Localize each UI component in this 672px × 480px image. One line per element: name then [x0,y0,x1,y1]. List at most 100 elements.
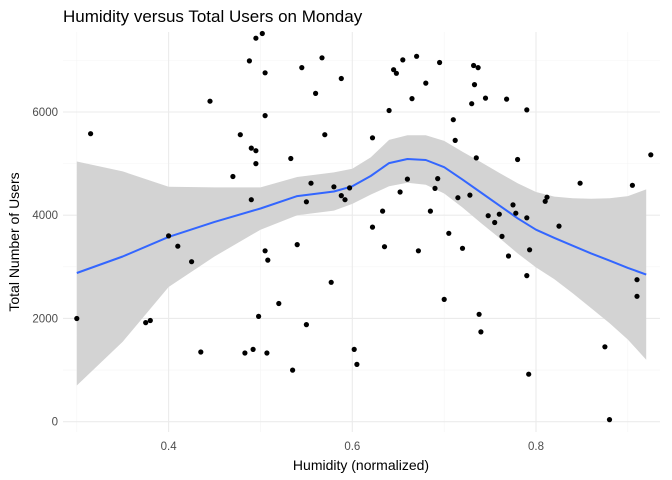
data-point-9 [230,173,236,180]
data-point-79 [492,219,498,226]
data-point-36 [322,132,328,138]
data-point-45 [369,135,376,141]
data-point-13 [248,145,254,151]
data-point-82 [504,96,510,102]
data-point-7 [198,349,204,355]
data-point-4 [166,233,172,239]
data-point-55 [409,96,415,102]
data-point-17 [253,148,259,154]
data-point-0 [74,315,80,322]
data-point-5 [175,243,181,249]
data-point-3 [147,317,153,324]
data-point-88 [524,215,530,221]
data-point-77 [482,95,489,101]
data-point-52 [397,189,403,195]
data-point-70 [469,101,475,107]
data-point-51 [393,70,399,76]
data-point-94 [556,223,562,229]
y-tick-label-0: 0 [52,417,58,429]
data-point-89 [524,273,530,279]
data-point-97 [606,417,613,423]
data-point-10 [237,132,243,138]
data-point-18 [253,161,259,167]
data-point-92 [542,198,548,204]
data-point-25 [265,257,271,263]
y-axis-title: Total Number of Users [6,172,22,311]
confidence-band [76,135,647,386]
data-point-1 [88,131,94,137]
data-point-96 [602,344,608,350]
y-tick-label-3: 6000 [32,107,58,119]
x-tick-label-1: 0.6 [344,441,360,453]
data-point-83 [505,253,512,259]
data-point-67 [455,195,461,201]
data-point-23 [262,248,268,254]
data-point-80 [496,211,502,217]
data-point-87 [524,107,530,113]
data-point-6 [189,259,195,265]
data-point-71 [471,62,477,69]
data-point-34 [313,90,319,96]
data-point-14 [248,197,254,203]
data-point-76 [478,329,484,335]
data-point-91 [527,247,533,253]
data-point-58 [423,80,429,86]
data-point-95 [577,180,583,186]
data-point-57 [415,248,421,254]
data-point-40 [338,193,344,199]
data-point-48 [381,244,388,250]
data-point-64 [446,230,452,236]
tick-labels: 0.4 0.6 0.8 0 2000 4000 6000 [32,107,544,453]
y-tick-label-1: 2000 [32,313,58,325]
x-tick-label-0: 0.4 [161,441,178,453]
data-point-72 [471,82,478,88]
data-point-60 [432,185,438,191]
data-point-35 [319,55,325,61]
data-point-24 [264,350,270,356]
data-point-73 [473,155,479,161]
data-point-50 [391,67,397,73]
data-point-93 [544,194,550,200]
y-tick-label-2: 4000 [32,210,58,222]
data-point-86 [515,156,521,163]
data-point-12 [246,58,252,64]
data-point-32 [303,322,309,328]
data-point-101 [648,152,654,158]
data-point-63 [441,296,447,302]
data-point-28 [290,367,296,373]
data-point-74 [475,65,481,71]
data-point-29 [294,242,300,248]
data-point-84 [510,202,516,208]
data-point-26 [276,300,282,307]
data-point-41 [342,197,348,203]
data-point-15 [250,346,256,352]
data-point-68 [459,245,466,251]
data-point-81 [499,233,505,239]
data-point-27 [288,155,294,162]
data-point-90 [526,371,532,377]
data-point-44 [354,361,360,367]
data-point-16 [253,35,259,41]
data-point-22 [262,113,268,119]
data-point-47 [380,208,386,214]
data-point-59 [427,208,433,214]
data-point-78 [485,213,491,219]
chart-title: Humidity versus Total Users on Monday [63,7,363,26]
data-point-61 [435,176,441,182]
data-point-30 [299,65,305,71]
data-point-8 [207,98,213,104]
data-point-19 [256,313,262,319]
data-point-62 [437,59,443,66]
data-point-75 [476,311,482,317]
data-point-49 [386,107,392,114]
data-point-42 [347,185,353,191]
smooth-trend-line [76,158,647,276]
data-point-21 [262,70,268,76]
data-point-85 [513,210,519,216]
data-point-69 [467,192,473,198]
x-tick-label-2: 0.8 [528,441,544,453]
data-point-39 [338,75,344,82]
data-point-37 [328,279,334,285]
smooth-line-layer [76,158,647,276]
